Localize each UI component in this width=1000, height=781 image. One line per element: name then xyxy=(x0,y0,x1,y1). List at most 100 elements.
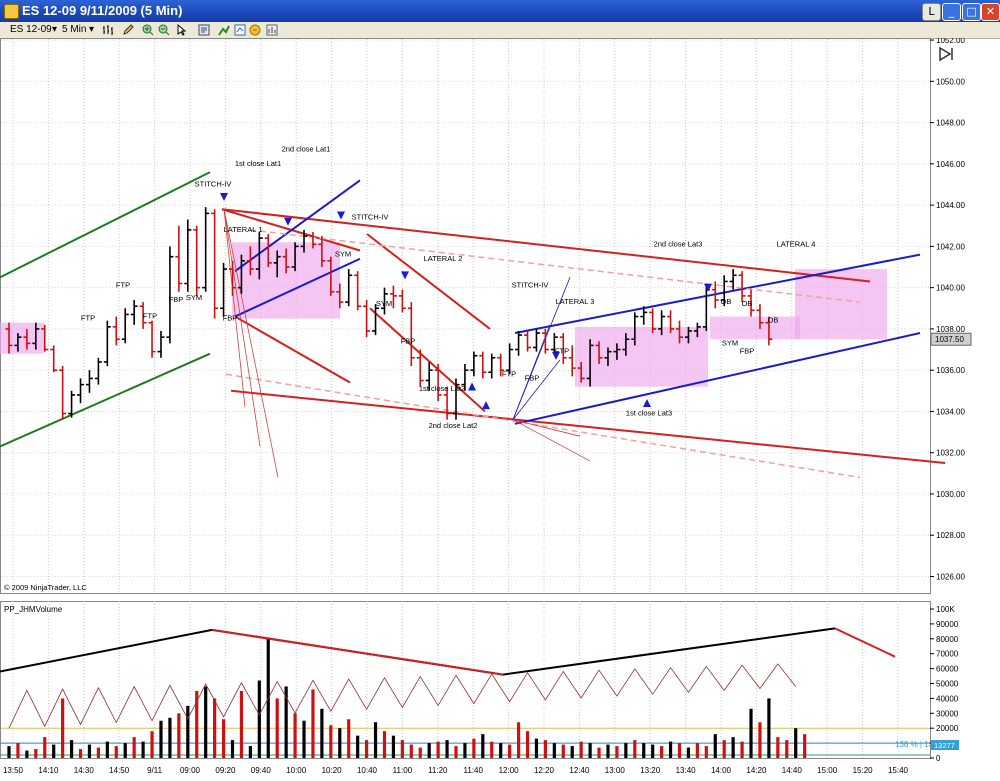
signal-arrow-down xyxy=(704,283,712,292)
volume-bar xyxy=(96,747,100,758)
instrument-selector[interactable]: ES 12-09 xyxy=(10,24,52,35)
chart-annotation: FTP xyxy=(555,347,569,356)
volume-wave xyxy=(8,663,797,729)
strategies-icon[interactable] xyxy=(218,24,230,36)
volume-bar xyxy=(150,731,154,758)
volume-zigzag xyxy=(211,628,504,676)
chart-annotation: FBP xyxy=(223,314,238,323)
minimize-button[interactable]: _ xyxy=(942,3,961,21)
volume-bar xyxy=(311,689,315,758)
lateral-zone xyxy=(710,316,800,340)
lateral-zone xyxy=(0,322,44,354)
volume-bar xyxy=(168,717,172,758)
signal-arrow-down xyxy=(284,217,292,226)
y-tick-label: 1044.00 xyxy=(936,201,965,210)
volume-bar xyxy=(543,740,547,758)
volume-bar xyxy=(472,738,476,758)
chart-annotation: 2nd close Lat1 xyxy=(282,144,331,153)
y-tick-label: 1036.00 xyxy=(936,366,965,375)
last-price-tag xyxy=(930,332,972,346)
zoom-in-icon[interactable] xyxy=(142,24,154,36)
window-title: ES 12-09 9/11/2009 (5 Min) xyxy=(22,3,183,18)
volume-bar xyxy=(794,728,798,758)
volume-bar xyxy=(490,741,494,758)
x-tick-label: 09:00 xyxy=(180,766,201,775)
y-tick-label: 90000 xyxy=(936,620,959,629)
volume-bar xyxy=(347,719,351,758)
signal-arrow-down xyxy=(552,351,560,360)
volume-bar xyxy=(7,746,11,758)
red-trendline xyxy=(369,307,486,413)
pointer-icon[interactable] xyxy=(176,23,188,36)
volume-bar xyxy=(758,722,762,758)
chart-toolbar: ES 12-09 ▾ 5 Min ▾ xyxy=(0,22,1000,39)
x-tick-label: 11:00 xyxy=(393,766,413,775)
volume-bar xyxy=(248,746,252,758)
chart-canvas[interactable]: 13:50 14:10 14:30 14:50 9/11 09:00 09:20 09:40 1… xyxy=(0,38,1000,781)
link-button[interactable]: L xyxy=(922,3,941,21)
x-tick-label: 10:20 xyxy=(322,766,343,775)
chart-annotation: 2nd close Lat3 xyxy=(654,239,703,248)
scroll-to-end-icon[interactable] xyxy=(939,46,952,62)
chart-annotation: FBP xyxy=(169,295,184,304)
volume-bar xyxy=(16,743,20,758)
volume-bar xyxy=(275,698,279,758)
volume-bar xyxy=(624,743,628,758)
volume-bar xyxy=(695,743,699,758)
chart-annotation: 1st close Lat1 xyxy=(235,159,281,168)
refresh-icon[interactable] xyxy=(249,24,261,36)
signal-arrow-down xyxy=(401,271,409,280)
x-tick-label: 14:20 xyxy=(746,766,767,775)
volume-bar xyxy=(525,731,530,758)
properties-icon[interactable] xyxy=(198,24,210,36)
x-tick-label: 15:40 xyxy=(888,766,909,775)
volume-bar xyxy=(552,743,556,758)
indicator-icon[interactable] xyxy=(266,24,278,36)
volume-bar xyxy=(329,725,333,758)
x-tick-label: 12:00 xyxy=(499,766,520,775)
price-pane[interactable] xyxy=(0,38,931,594)
zoom-out-icon[interactable] xyxy=(158,24,170,36)
volume-bar xyxy=(668,741,673,758)
bar-style-icon[interactable] xyxy=(102,24,114,36)
chart-annotation: 1st close Lat3 xyxy=(626,409,672,418)
volume-last-value: 13277 xyxy=(934,741,955,750)
instrument-dropdown-icon[interactable]: ▾ xyxy=(52,24,58,35)
y-tick-label: 1032.00 xyxy=(936,449,965,458)
volume-bar xyxy=(382,731,387,758)
signal-arrow-down xyxy=(220,192,228,201)
chart-annotation: FBP xyxy=(401,336,416,345)
fan-line xyxy=(512,277,571,420)
volume-pane[interactable] xyxy=(0,601,931,759)
x-tick-label: 12:40 xyxy=(569,766,590,775)
volume-bar xyxy=(463,743,467,758)
x-tick-label: 13:00 xyxy=(605,766,626,775)
volume-bar xyxy=(400,740,404,758)
x-tick-label: 10:40 xyxy=(357,766,378,775)
y-tick-label: 1034.00 xyxy=(936,407,965,416)
x-tick-label: 11:40 xyxy=(463,766,483,775)
chart-annotation: FBP xyxy=(525,373,540,382)
y-tick-label: 50000 xyxy=(936,680,959,689)
chart-annotation: FTP xyxy=(116,281,130,290)
volume-bar xyxy=(204,686,208,758)
chart-annotation: OB xyxy=(721,297,732,306)
data-box-icon[interactable] xyxy=(234,24,246,36)
lateral-zone xyxy=(795,269,887,340)
volume-bar xyxy=(677,743,682,758)
y-tick-label: 1030.00 xyxy=(936,490,965,499)
volume-bar xyxy=(391,735,396,758)
volume-bar xyxy=(87,744,92,758)
maximize-button[interactable]: □ xyxy=(962,3,981,21)
y-tick-label: 1040.00 xyxy=(936,284,965,293)
y-tick-label: 80000 xyxy=(936,635,959,644)
x-tick-label: 11:20 xyxy=(428,766,448,775)
y-tick-label: 100K xyxy=(936,605,955,614)
interval-dropdown-icon[interactable]: ▾ xyxy=(89,24,95,35)
pencil-icon[interactable] xyxy=(122,24,134,36)
fan-line xyxy=(223,209,246,408)
interval-selector[interactable]: 5 Min xyxy=(62,24,87,35)
volume-bar xyxy=(418,747,422,758)
close-button[interactable]: ✕ xyxy=(981,3,1000,21)
y-tick-label: 70000 xyxy=(936,650,959,659)
